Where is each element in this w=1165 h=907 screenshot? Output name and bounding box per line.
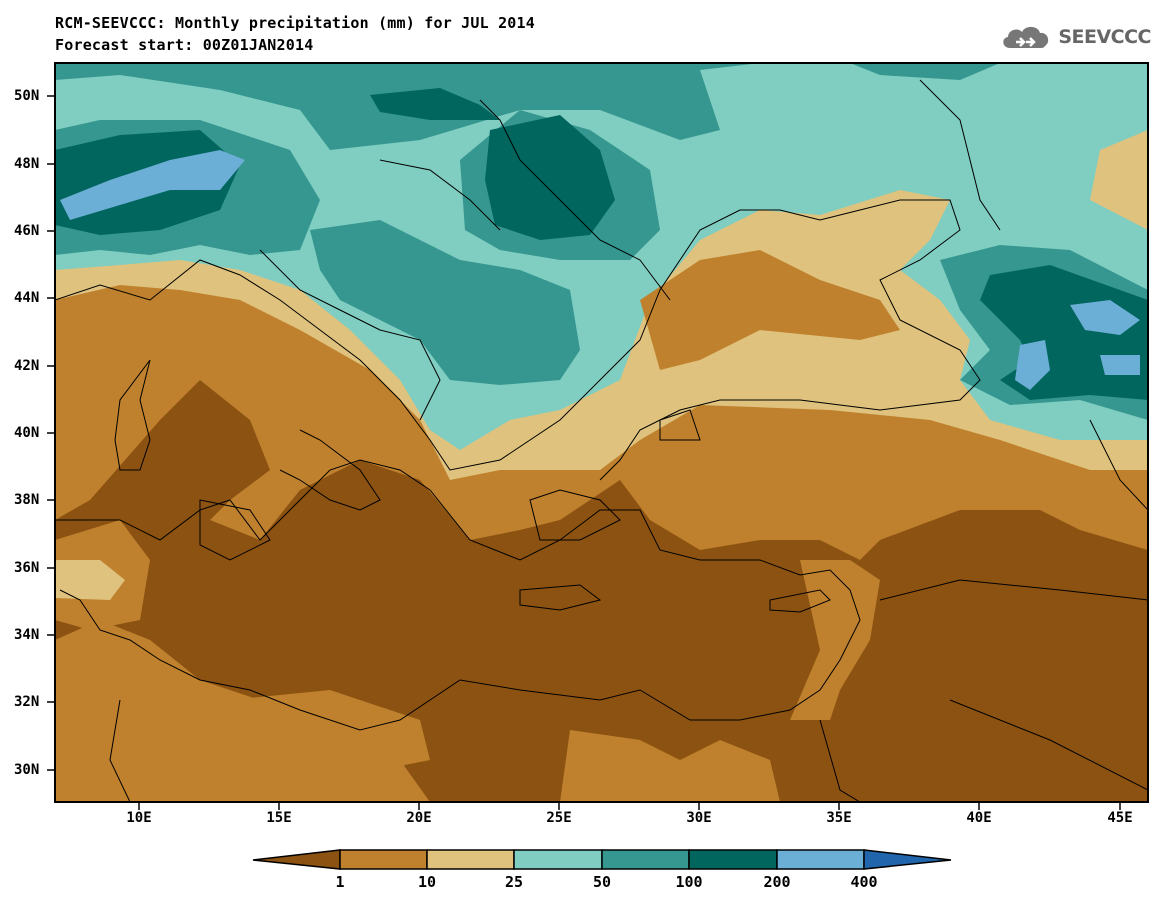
lat-label-46n: 46N	[14, 223, 40, 239]
lat-label-42n: 42N	[14, 358, 40, 374]
colorbar-segment-above-400	[863, 849, 952, 870]
lat-label-48n: 48N	[14, 156, 40, 172]
band-100-200-balkans	[310, 220, 580, 385]
band-10-25-anatolia	[640, 250, 900, 370]
lat-label-38n: 38N	[14, 492, 40, 508]
band-25-50-algeria	[55, 560, 125, 600]
band-200-400-north	[370, 88, 500, 120]
lon-label-30e: 30E	[686, 810, 712, 826]
map-title: RCM-SEEVCCC: Monthly precipitation (mm) …	[55, 14, 535, 32]
colorbar-segment-100-200	[688, 849, 778, 870]
lat-label-36n: 36N	[14, 560, 40, 576]
lon-label-15e: 15E	[266, 810, 292, 826]
lat-label-32n: 32N	[14, 694, 40, 710]
cloud-icon	[1003, 26, 1049, 48]
colorbar-segment-50-100	[601, 849, 690, 870]
colorbar-label-1: 1	[335, 873, 345, 891]
band-400-caucasus	[1070, 300, 1140, 335]
forecast-start-subtitle: Forecast start: 00Z01JAN2014	[55, 36, 314, 54]
lon-label-35e: 35E	[826, 810, 852, 826]
colorbar-segment-10-25	[426, 849, 515, 870]
band-10-25-levant	[790, 560, 880, 720]
lat-label-30n: 30N	[14, 762, 40, 778]
logo-text: SEEVCCC	[1058, 26, 1151, 48]
colorbar-label-100: 100	[675, 873, 703, 891]
band-200-400-carpathians	[485, 115, 615, 240]
band-10-25-libya	[55, 620, 430, 802]
colorbar-label-400: 400	[850, 873, 878, 891]
lon-label-20e: 20E	[406, 810, 432, 826]
lon-label-25e: 25E	[546, 810, 572, 826]
colorbar-segment-200-400	[776, 849, 865, 870]
lon-label-45e: 45E	[1107, 810, 1133, 826]
axis-ticks	[47, 95, 1121, 810]
lat-label-34n: 34N	[14, 627, 40, 643]
lat-label-40n: 40N	[14, 425, 40, 441]
lon-label-10e: 10E	[126, 810, 152, 826]
colorbar-label-50: 50	[592, 873, 612, 891]
colorbar-segment-below-1	[252, 849, 341, 870]
colorbar	[252, 849, 952, 870]
band-400-caucasus-3	[1100, 355, 1140, 375]
band-100-200-northeast	[850, 63, 1000, 80]
band-400-alps	[60, 150, 245, 220]
coastlines	[55, 79, 1148, 802]
lat-label-44n: 44N	[14, 290, 40, 306]
lat-label-50n: 50N	[14, 88, 40, 104]
colorbar-label-25: 25	[504, 873, 524, 891]
colorbar-segment-25-50	[513, 849, 603, 870]
lon-label-40e: 40E	[966, 810, 992, 826]
band-10-25-egypt	[560, 730, 780, 802]
colorbar-label-10: 10	[417, 873, 437, 891]
precipitation-field	[55, 63, 1148, 802]
band-100-200-north	[55, 63, 760, 255]
colorbar-label-200: 200	[763, 873, 791, 891]
colorbar-segment-1-10	[339, 849, 428, 870]
seevccc-logo: SEEVCCC	[998, 22, 1151, 52]
band-400-caucasus-2	[1015, 340, 1050, 390]
